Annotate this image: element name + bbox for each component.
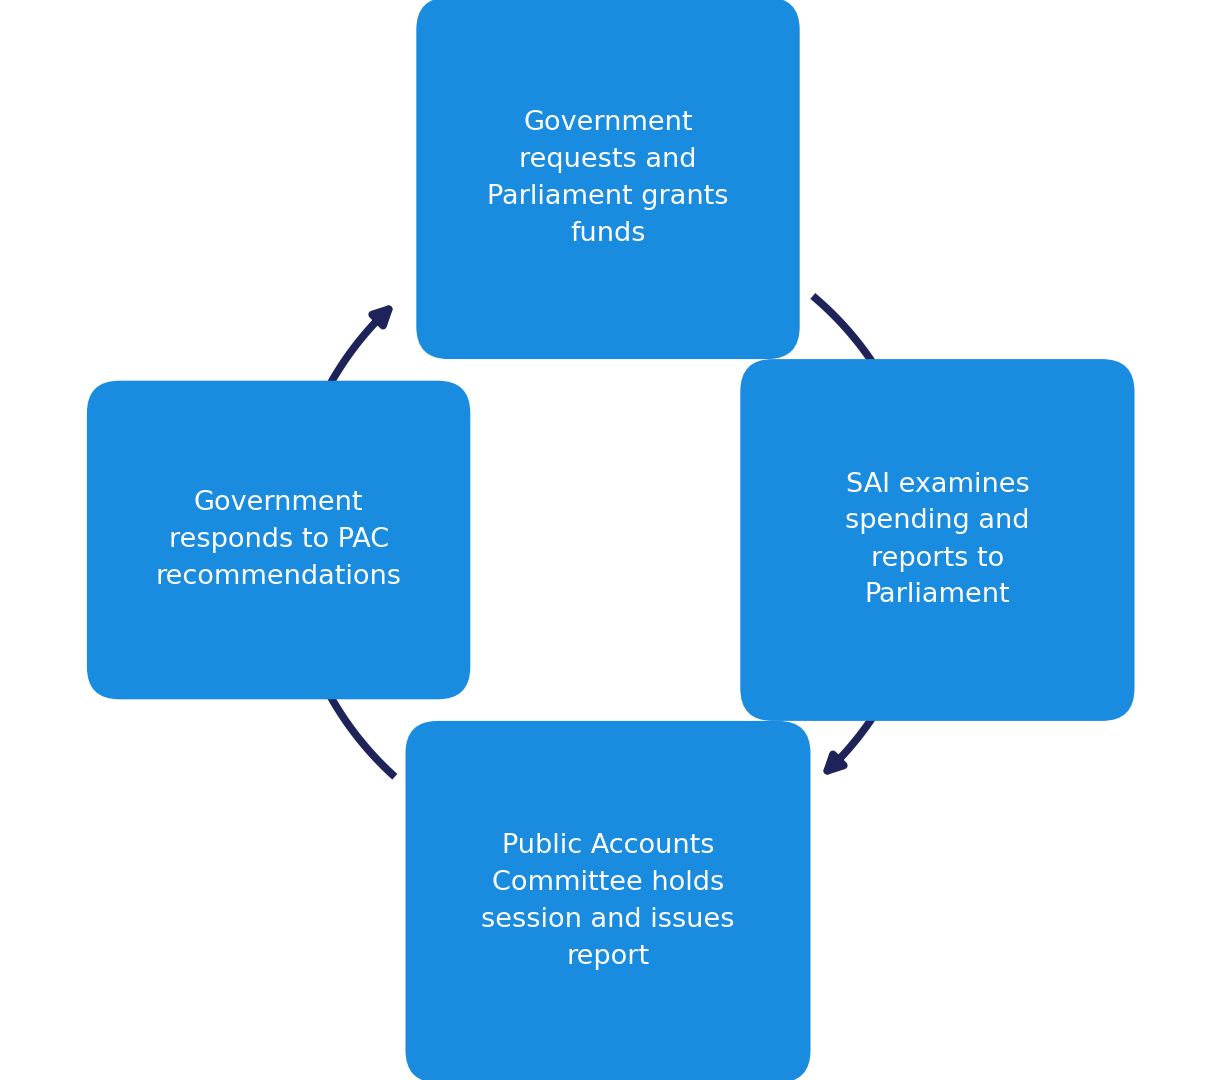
Text: Government
responds to PAC
recommendations: Government responds to PAC recommendatio… xyxy=(156,490,401,590)
FancyBboxPatch shape xyxy=(405,721,811,1080)
FancyBboxPatch shape xyxy=(741,359,1135,721)
FancyBboxPatch shape xyxy=(86,381,471,700)
Text: SAI examines
spending and
reports to
Parliament: SAI examines spending and reports to Par… xyxy=(845,472,1030,608)
Text: Public Accounts
Committee holds
session and issues
report: Public Accounts Committee holds session … xyxy=(482,834,734,970)
Text: Government
requests and
Parliament grants
funds: Government requests and Parliament grant… xyxy=(488,110,728,246)
FancyBboxPatch shape xyxy=(416,0,800,359)
